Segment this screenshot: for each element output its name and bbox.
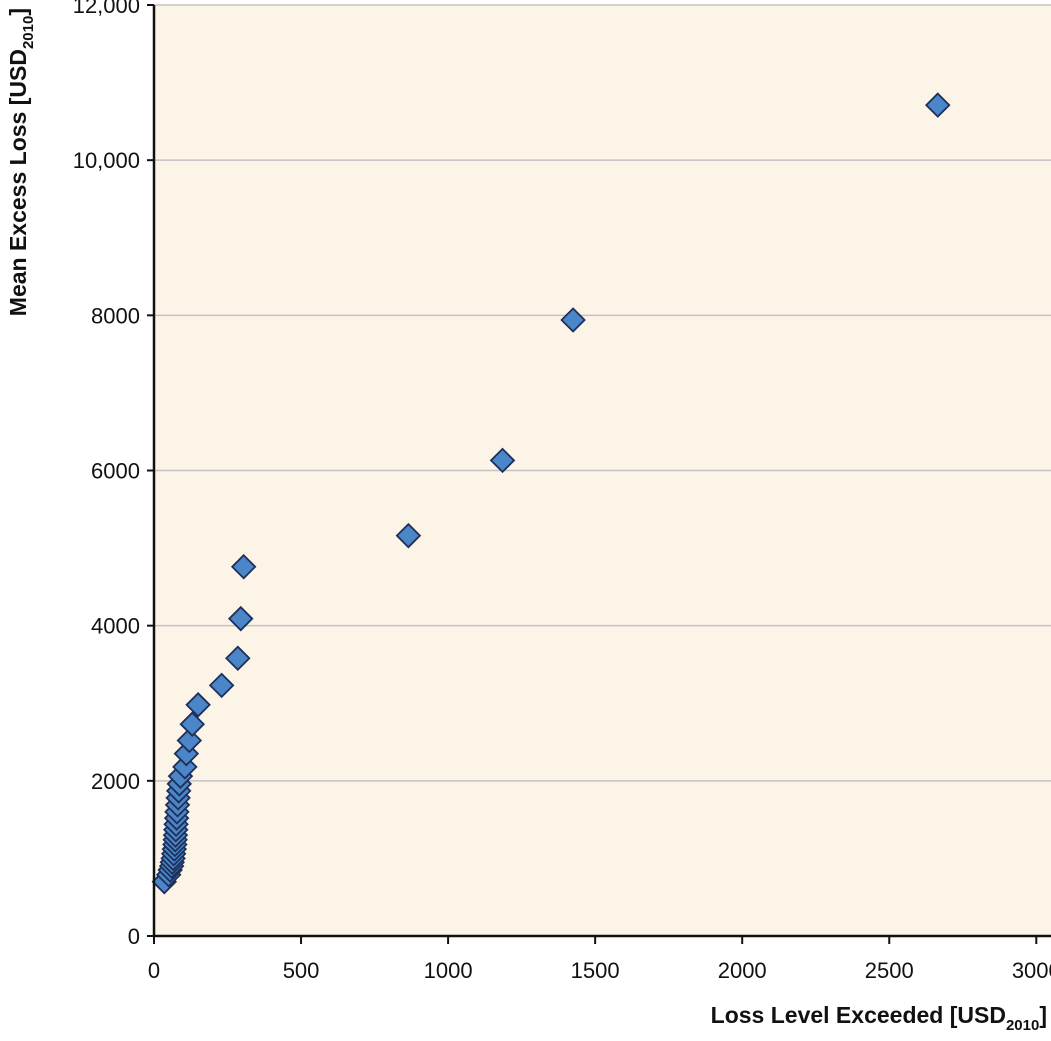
data-points (151, 92, 951, 895)
y-tick-label: 12,000 (73, 0, 140, 18)
data-point (560, 307, 586, 333)
data-point (179, 711, 206, 737)
y-tick-label: 0 (128, 924, 140, 949)
y-tick-label: 8000 (91, 303, 140, 328)
x-axis-title: Loss Level Exceeded [USD2010] (711, 1002, 1047, 1034)
data-point (208, 672, 235, 699)
x-axis-ticks: 0 500 1000 1500 2000 2500 3000 (148, 936, 1051, 983)
x-tick-label: 2000 (718, 958, 767, 983)
x-tick-label: 1000 (424, 958, 473, 983)
x-tick-label: 2500 (865, 958, 914, 983)
y-tick-label: 4000 (91, 614, 140, 639)
x-tick-label: 500 (283, 958, 320, 983)
x-tick-label: 0 (148, 958, 160, 983)
y-tick-label: 6000 (91, 459, 140, 484)
y-axis-ticks: 0 2000 4000 6000 8000 10,000 12,000 (73, 0, 154, 949)
data-point (185, 692, 211, 718)
data-point (176, 727, 203, 754)
data-point (924, 92, 951, 118)
y-tick-label: 2000 (91, 769, 140, 794)
y-tick-label: 10,000 (73, 148, 140, 173)
data-point (225, 645, 251, 672)
data-point (395, 522, 422, 549)
data-point (230, 553, 257, 580)
y-axis-title: Mean Excess Loss [USD2010] (5, 8, 37, 316)
x-tick-label: 1500 (571, 958, 620, 983)
gridlines (154, 4, 1051, 782)
data-point (489, 447, 516, 474)
data-point (227, 605, 254, 632)
x-tick-label: 3000 (1012, 958, 1051, 983)
